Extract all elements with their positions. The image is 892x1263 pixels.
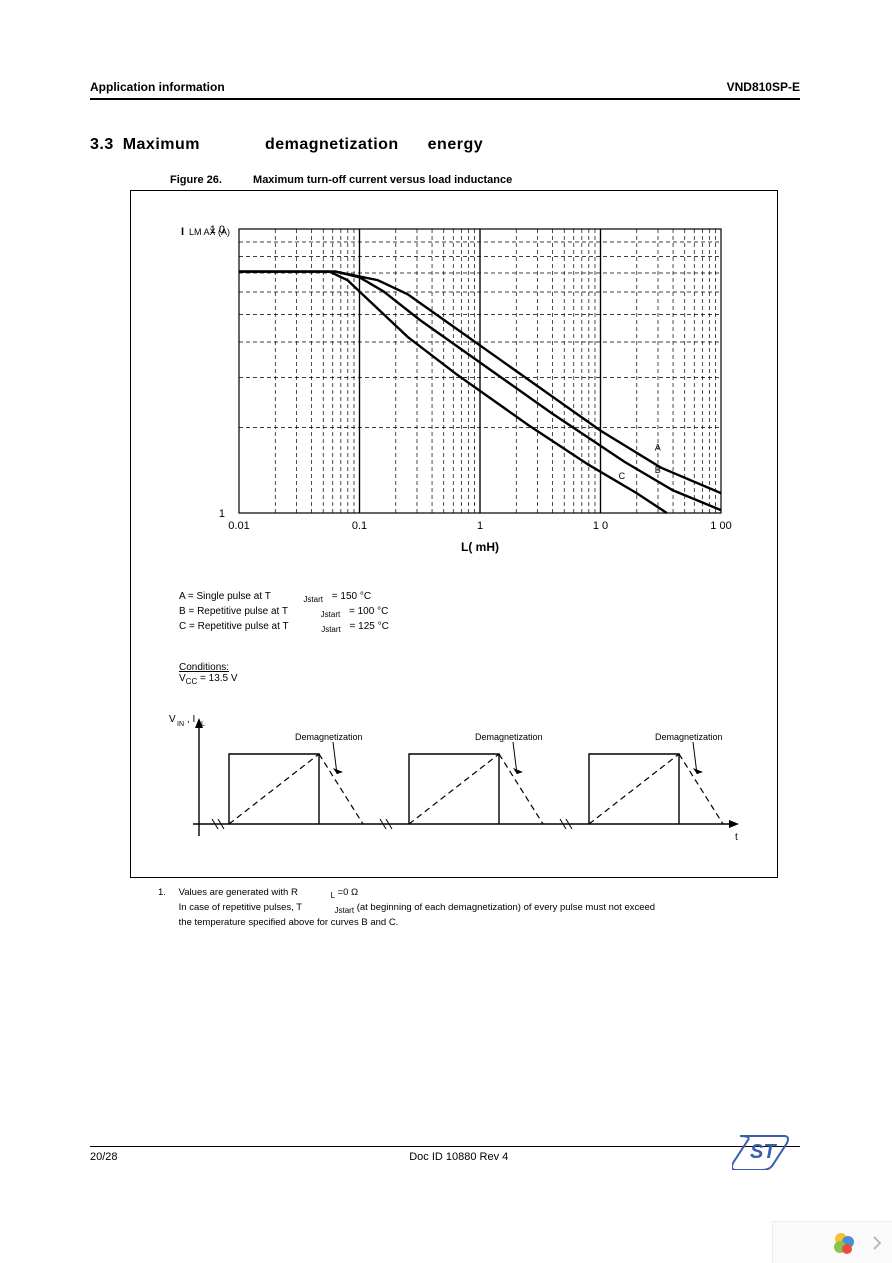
figure-box: ILM AX (A)0.010.111 01 0011 0L( mH)ABC A… — [130, 190, 778, 878]
st-logo: ST — [732, 1130, 792, 1175]
svg-text:0.01: 0.01 — [228, 520, 249, 532]
doc-id: Doc ID 10880 Rev 4 — [90, 1151, 800, 1163]
page-number: 20/28 — [90, 1151, 118, 1163]
svg-text:0.1: 0.1 — [352, 520, 367, 532]
figure-caption: Figure 26. Maximum turn-off current vers… — [170, 174, 800, 186]
svg-text:Demagnetization: Demagnetization — [475, 732, 543, 742]
page-footer: 20/28 Doc ID 10880 Rev 4 — [90, 1146, 800, 1163]
section-title: 3.3 Maximum demagnetization energy — [90, 136, 800, 154]
svg-text:Demagnetization: Demagnetization — [655, 732, 723, 742]
svg-text:B: B — [655, 465, 661, 475]
flower-icon[interactable] — [830, 1230, 856, 1256]
svg-text:IN: IN — [177, 721, 184, 728]
chart: ILM AX (A)0.010.111 01 0011 0L( mH)ABC — [149, 209, 749, 569]
legend-row-b: B = Repetitive pulse at T Jstart = 100 °… — [179, 604, 759, 619]
svg-text:ST: ST — [750, 1141, 777, 1163]
header-right: VND810SP-E — [727, 80, 800, 94]
chevron-right-icon[interactable] — [872, 1235, 882, 1251]
svg-text:1: 1 — [219, 508, 225, 520]
conditions: Conditions: VCC = 13.5 V — [179, 662, 759, 686]
svg-text:L: L — [201, 721, 205, 728]
svg-text:1 0: 1 0 — [593, 520, 608, 532]
chart-legend: A = Single pulse at T Jstart = 150 °C B … — [179, 589, 759, 634]
waveform-svg: VIN, I Lt Demagnetization Demagnetization De… — [159, 704, 749, 854]
svg-text:, I: , I — [187, 714, 195, 725]
svg-text:L( mH): L( mH) — [461, 540, 499, 554]
svg-text:t: t — [735, 832, 738, 843]
svg-text:1 00: 1 00 — [710, 520, 731, 532]
header-left: Application information — [90, 80, 225, 94]
page-header: Application information VND810SP-E — [90, 80, 800, 100]
waveform: VIN, I Lt Demagnetization Demagnetization De… — [159, 704, 759, 859]
svg-text:Demagnetization: Demagnetization — [295, 732, 363, 742]
svg-text:I: I — [181, 226, 184, 238]
svg-text:A: A — [655, 443, 661, 453]
svg-text:V: V — [169, 714, 176, 725]
svg-text:C: C — [619, 471, 626, 481]
legend-row-c: C = Repetitive pulse at T Jstart = 125 °… — [179, 619, 759, 634]
footnote: 1. Values are generated with R L =0 Ω In… — [158, 886, 758, 929]
svg-text:1 0: 1 0 — [210, 224, 225, 236]
legend-row-a: A = Single pulse at T Jstart = 150 °C — [179, 589, 759, 604]
viewer-toolbar — [772, 1221, 892, 1263]
chart-svg: ILM AX (A)0.010.111 01 0011 0L( mH)ABC — [149, 209, 749, 569]
svg-text:1: 1 — [477, 520, 483, 532]
